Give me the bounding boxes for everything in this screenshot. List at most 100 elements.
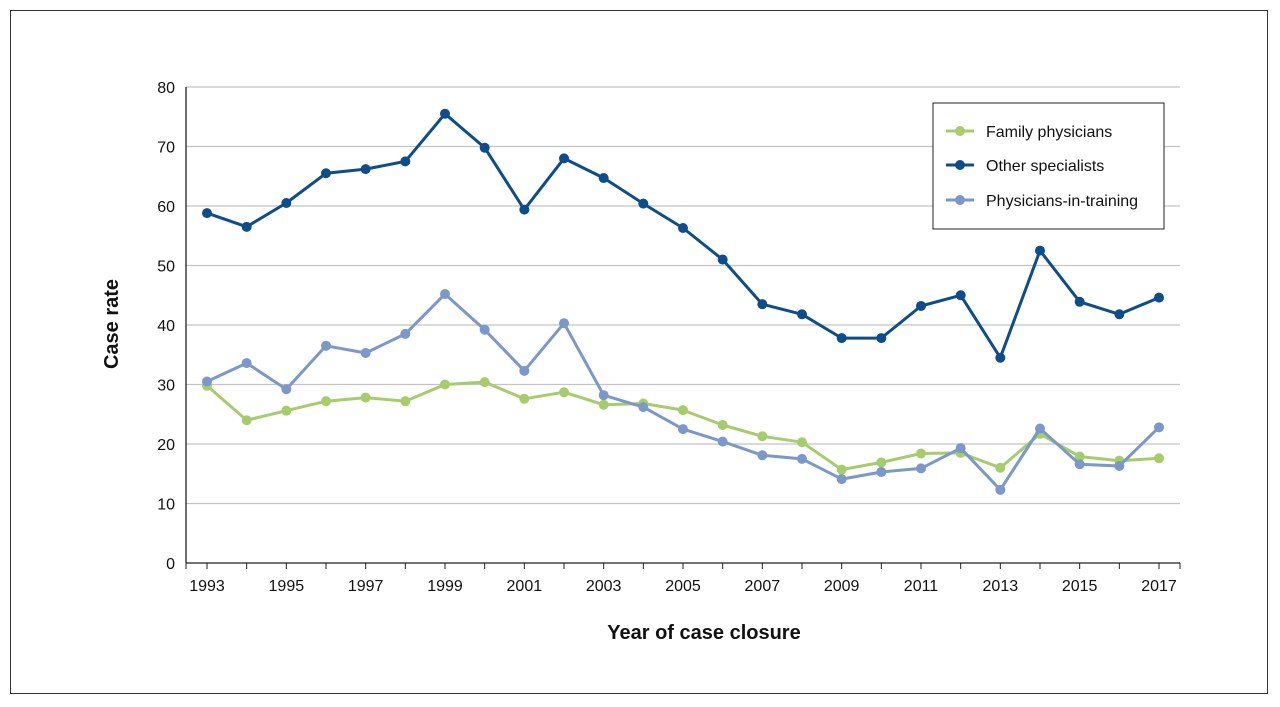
data-point	[955, 290, 966, 301]
data-point	[559, 153, 569, 164]
data-point	[916, 448, 926, 459]
data-point	[757, 299, 768, 310]
data-point	[360, 392, 371, 403]
data-point	[241, 221, 252, 232]
data-point	[241, 415, 252, 426]
data-point	[241, 358, 252, 369]
y-tick-label: 50	[157, 259, 175, 276]
legend: Family physicians Other specialists Physic…	[932, 102, 1165, 230]
data-point	[281, 384, 292, 395]
x-tick-labels: 1993 1995 1997 1999 2001 2003 2005 2007 2009 2011…	[189, 578, 1177, 595]
data-point	[1035, 245, 1045, 256]
legend-swatch-marker	[955, 160, 965, 170]
x-tick-label: 2015	[1062, 578, 1098, 595]
data-point	[836, 333, 847, 344]
data-point	[678, 424, 688, 435]
data-point	[1154, 422, 1164, 433]
x-tick-label: 2001	[507, 578, 543, 595]
data-point	[1114, 309, 1125, 320]
figure-frame	[10, 10, 1268, 694]
data-point	[281, 405, 292, 416]
data-point	[717, 436, 728, 447]
axes	[185, 87, 1181, 569]
data-point	[717, 254, 728, 265]
data-point	[202, 208, 212, 219]
data-point	[321, 396, 331, 407]
data-point	[638, 198, 649, 209]
data-point	[559, 387, 569, 398]
data-point	[995, 484, 1006, 495]
x-tick-label: 1997	[348, 578, 384, 595]
data-point	[479, 377, 490, 388]
data-point	[479, 142, 490, 153]
data-point	[1035, 423, 1045, 434]
data-point	[1074, 459, 1085, 470]
data-point	[440, 108, 450, 119]
data-point	[519, 204, 530, 215]
data-point	[1114, 461, 1125, 472]
data-point	[281, 198, 292, 209]
y-tick-labels: 0 10 20 30 40 50 60 70 80	[157, 80, 175, 573]
data-point	[955, 443, 966, 454]
data-point	[876, 457, 887, 468]
x-tick-label: 2009	[824, 578, 860, 595]
x-axis-title: Year of case closure	[607, 622, 800, 644]
data-point	[598, 399, 609, 410]
data-point	[360, 164, 371, 175]
y-tick-label: 10	[157, 497, 175, 514]
data-point	[1154, 453, 1164, 464]
y-tick-label: 60	[157, 199, 175, 216]
gridlines	[186, 86, 1180, 505]
data-point	[678, 223, 688, 234]
data-point	[757, 431, 768, 442]
data-point	[440, 379, 450, 390]
data-point	[797, 309, 807, 320]
data-point	[717, 419, 728, 430]
series-other-specialists	[202, 108, 1164, 363]
legend-label: Physicians-in-training	[986, 193, 1138, 210]
y-tick-label: 70	[157, 140, 175, 157]
data-point	[400, 328, 411, 339]
x-tick-label: 2003	[586, 578, 622, 595]
series-group	[202, 108, 1164, 495]
data-point	[400, 396, 411, 407]
data-point	[638, 402, 649, 413]
data-point	[916, 300, 926, 311]
legend-item: Family physicians	[946, 124, 1112, 141]
data-point	[360, 347, 371, 358]
series-physicians-in-training	[202, 289, 1164, 495]
data-point	[916, 463, 926, 474]
data-point	[321, 340, 331, 351]
data-point	[678, 405, 688, 416]
legend-swatch-marker	[955, 126, 965, 136]
legend-label: Family physicians	[986, 124, 1112, 141]
x-tick-label: 2007	[745, 578, 781, 595]
y-tick-label: 0	[166, 556, 175, 573]
y-tick-label: 80	[157, 80, 175, 97]
data-point	[995, 462, 1006, 473]
data-point	[1074, 296, 1085, 307]
y-axis-title: Case rate	[101, 279, 123, 369]
series-family-physicians	[202, 377, 1164, 475]
data-point	[1154, 292, 1164, 303]
data-point	[400, 156, 411, 167]
x-tick-label: 1995	[269, 578, 305, 595]
y-tick-label: 20	[157, 437, 175, 454]
legend-label: Other specialists	[986, 158, 1104, 175]
data-point	[797, 437, 807, 448]
data-point	[876, 333, 887, 344]
data-point	[440, 289, 450, 300]
legend-swatch-marker	[955, 195, 965, 205]
data-point	[598, 390, 609, 401]
x-tick-label: 2005	[665, 578, 701, 595]
y-tick-label: 30	[157, 378, 175, 395]
data-point	[836, 474, 847, 485]
x-tick-label: 2013	[983, 578, 1019, 595]
data-point	[202, 376, 212, 387]
data-point	[836, 464, 847, 475]
data-point	[995, 352, 1006, 363]
x-tick-label: 2011	[904, 578, 939, 595]
x-tick-label: 2017	[1141, 578, 1177, 595]
legend-item: Other specialists	[946, 158, 1104, 175]
data-point	[519, 393, 530, 404]
